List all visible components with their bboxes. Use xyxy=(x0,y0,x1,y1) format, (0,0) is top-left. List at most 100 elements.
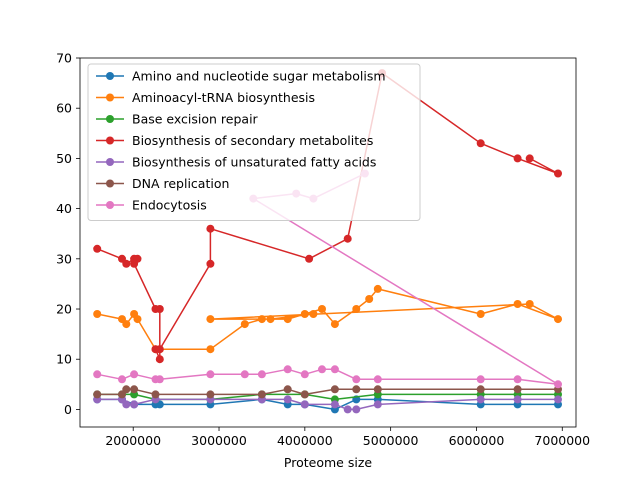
data-point xyxy=(155,345,164,354)
data-point xyxy=(330,400,339,409)
y-tick-label: 70 xyxy=(56,51,72,66)
data-point xyxy=(476,375,485,384)
y-tick-label: 0 xyxy=(64,402,72,417)
y-tick-label: 20 xyxy=(56,302,72,317)
series-5 xyxy=(93,395,562,414)
series-4 xyxy=(93,69,562,364)
data-point xyxy=(206,345,215,354)
data-point xyxy=(151,390,160,399)
data-point xyxy=(330,365,339,374)
data-point xyxy=(122,259,131,268)
data-point xyxy=(283,315,292,324)
legend-marker xyxy=(106,136,114,145)
y-tick-label: 30 xyxy=(56,251,72,266)
data-point xyxy=(373,400,382,409)
data-point xyxy=(476,395,485,404)
data-point xyxy=(130,259,139,268)
data-point xyxy=(133,315,142,324)
data-point xyxy=(206,224,215,233)
data-point xyxy=(513,154,522,163)
data-point xyxy=(318,365,326,374)
data-point xyxy=(155,355,164,364)
data-point xyxy=(130,370,139,379)
data-point xyxy=(206,370,215,379)
data-point xyxy=(330,385,339,394)
legend-label: Biosynthesis of unsaturated fatty acids xyxy=(132,155,376,170)
data-point xyxy=(513,300,522,308)
data-point xyxy=(93,310,102,318)
legend-item: DNA replication xyxy=(96,176,229,191)
data-point xyxy=(122,400,131,409)
data-point xyxy=(373,284,382,293)
data-point xyxy=(155,375,164,384)
legend-item: Endocytosis xyxy=(96,198,207,213)
data-point xyxy=(257,315,266,324)
data-point xyxy=(513,375,522,384)
data-point xyxy=(373,375,382,384)
data-point xyxy=(122,385,131,394)
data-point xyxy=(343,234,352,243)
legend-item: Biosynthesis of unsaturated fatty acids xyxy=(96,155,376,170)
data-point xyxy=(309,310,318,318)
legend-item: Amino and nucleotide sugar metabolism xyxy=(96,69,386,84)
data-point xyxy=(130,400,139,409)
data-point xyxy=(513,385,522,394)
data-point xyxy=(240,320,249,329)
data-point xyxy=(206,315,215,324)
data-point xyxy=(155,305,164,313)
data-point xyxy=(554,395,562,404)
plot-frame xyxy=(79,57,577,428)
x-tick-label: 7000000 xyxy=(534,433,590,448)
data-point xyxy=(300,310,309,318)
legend-label: Amino and nucleotide sugar metabolism xyxy=(132,69,386,84)
data-point xyxy=(525,154,534,163)
legend-marker xyxy=(106,179,114,188)
legend-marker xyxy=(106,72,114,80)
data-point xyxy=(373,385,382,394)
y-tick-label: 10 xyxy=(56,352,72,367)
x-tick-label: 3000000 xyxy=(191,433,247,448)
legend-item: Biosynthesis of secondary metabolites xyxy=(96,133,373,148)
legend-box xyxy=(87,63,421,221)
y-tick-label: 40 xyxy=(56,201,72,216)
data-point xyxy=(343,405,352,414)
y-tick-label: 50 xyxy=(56,151,72,166)
data-point xyxy=(118,375,126,384)
data-point xyxy=(283,365,292,374)
data-point xyxy=(554,169,562,178)
legend-marker xyxy=(106,201,114,209)
data-point xyxy=(300,370,309,379)
legend-label: Biosynthesis of secondary metabolites xyxy=(132,133,373,148)
data-point xyxy=(318,305,326,313)
x-tick-label: 2000000 xyxy=(105,433,161,448)
data-point xyxy=(130,385,139,394)
legend-marker xyxy=(106,158,114,166)
data-point xyxy=(300,390,309,399)
data-point xyxy=(513,395,522,404)
data-point xyxy=(283,395,292,404)
data-point xyxy=(352,305,361,313)
legend-label: DNA replication xyxy=(132,176,229,191)
data-point xyxy=(305,254,314,263)
data-point xyxy=(365,295,374,303)
legend-marker xyxy=(106,93,114,102)
x-axis-title: Proteome size xyxy=(284,455,372,470)
data-point xyxy=(93,370,102,379)
data-point xyxy=(93,390,102,399)
data-point xyxy=(476,310,485,318)
x-tick-label: 4000000 xyxy=(277,433,333,448)
data-point xyxy=(554,380,562,389)
data-point xyxy=(476,139,485,148)
data-point xyxy=(266,315,275,324)
data-point xyxy=(257,370,266,379)
legend: Amino and nucleotide sugar metabolism Ami… xyxy=(87,63,421,221)
data-point xyxy=(257,390,266,399)
legend-marker xyxy=(106,115,114,123)
data-point xyxy=(122,320,131,329)
data-point xyxy=(352,405,361,414)
legend-item: Base excision repair xyxy=(96,112,259,127)
data-point xyxy=(525,300,534,308)
data-point xyxy=(240,370,249,379)
data-point xyxy=(93,244,102,253)
